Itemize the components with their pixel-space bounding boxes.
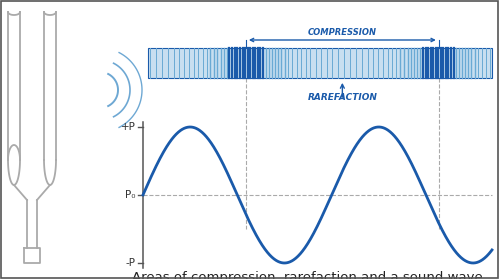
Text: -P: -P <box>126 258 136 268</box>
Text: Areas of compression, rarefaction and a sound wave.: Areas of compression, rarefaction and a … <box>132 271 487 279</box>
Text: +P: +P <box>121 122 136 132</box>
Text: RAREFACTION: RAREFACTION <box>307 93 377 102</box>
Bar <box>148 48 492 78</box>
Text: COMPRESSION: COMPRESSION <box>308 28 377 37</box>
Text: P₀: P₀ <box>126 190 136 200</box>
